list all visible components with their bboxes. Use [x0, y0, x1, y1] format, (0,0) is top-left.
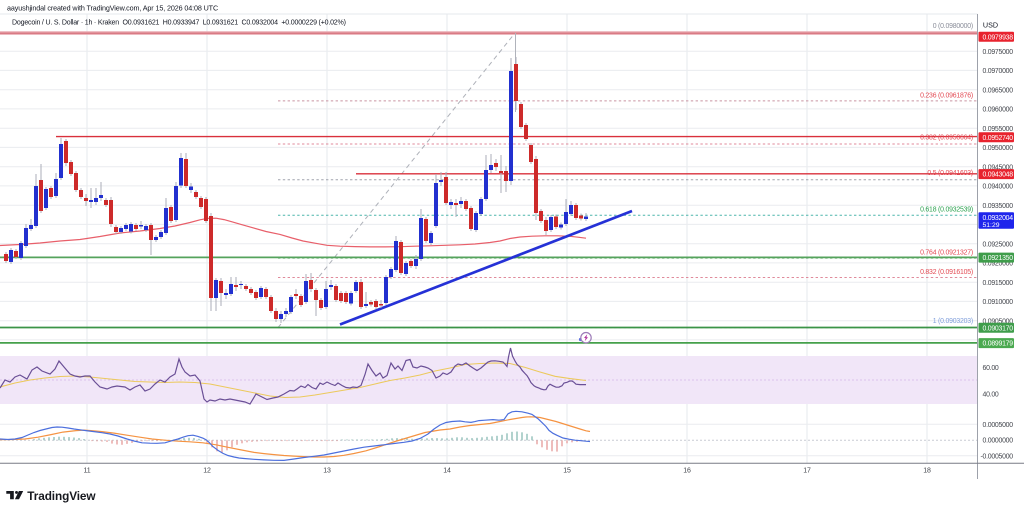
svg-text:Dogecoin / U. S. Dollar · 1h ·: Dogecoin / U. S. Dollar · 1h · Kraken O0…: [12, 19, 346, 26]
svg-text:0.0952740: 0.0952740: [983, 135, 1014, 142]
svg-text:0.0950000: 0.0950000: [983, 145, 1014, 152]
svg-text:0 (0.0980000): 0 (0.0980000): [933, 23, 973, 30]
svg-text:0.0921350: 0.0921350: [983, 255, 1014, 262]
svg-text:0.0920000: 0.0920000: [983, 261, 1014, 268]
svg-text:0.0932004: 0.0932004: [983, 215, 1014, 222]
svg-text:13: 13: [323, 468, 331, 475]
svg-text:18: 18: [923, 468, 931, 475]
svg-text:0.832 (0.0916105): 0.832 (0.0916105): [920, 269, 973, 276]
svg-text:0.382 (0.0950664): 0.382 (0.0950664): [920, 135, 973, 142]
svg-text:0.236 (0.0961876): 0.236 (0.0961876): [920, 93, 973, 100]
svg-text:0.0000000: 0.0000000: [983, 438, 1014, 445]
svg-text:0.0970000: 0.0970000: [983, 68, 1014, 75]
svg-text:USD: USD: [983, 20, 998, 29]
svg-text:0.0960000: 0.0960000: [983, 107, 1014, 114]
svg-text:0.5 (0.0941603): 0.5 (0.0941603): [927, 170, 973, 177]
svg-text:0.0925000: 0.0925000: [983, 241, 1014, 248]
svg-text:TradingView: TradingView: [27, 489, 96, 503]
svg-text:40.00: 40.00: [983, 392, 999, 399]
svg-text:1 (0.0903203): 1 (0.0903203): [933, 318, 973, 325]
svg-text:0.764 (0.0921327): 0.764 (0.0921327): [920, 249, 973, 256]
svg-text:0.0979938: 0.0979938: [983, 34, 1014, 41]
svg-text:0.0975000: 0.0975000: [983, 49, 1014, 56]
svg-text:0.0955000: 0.0955000: [983, 126, 1014, 133]
svg-text:0.0905000: 0.0905000: [983, 318, 1014, 325]
svg-text:0.0940000: 0.0940000: [983, 184, 1014, 191]
svg-text:11: 11: [83, 468, 90, 475]
svg-text:16: 16: [683, 468, 691, 475]
svg-text:0.0915000: 0.0915000: [983, 280, 1014, 287]
svg-text:14: 14: [443, 468, 451, 475]
svg-text:0.0899179: 0.0899179: [983, 341, 1014, 348]
svg-text:0.0903170: 0.0903170: [983, 325, 1014, 332]
svg-text:0.0935000: 0.0935000: [983, 203, 1014, 210]
svg-text:60.00: 60.00: [983, 365, 999, 372]
svg-text:0.0910000: 0.0910000: [983, 299, 1014, 306]
svg-text:0.618 (0.0932539): 0.618 (0.0932539): [920, 206, 973, 213]
svg-text:12: 12: [203, 468, 211, 475]
svg-text:51:29: 51:29: [983, 222, 1000, 229]
svg-text:0.0943048: 0.0943048: [983, 172, 1014, 179]
svg-text:15: 15: [563, 468, 571, 475]
svg-text:aayushjindal created with Trad: aayushjindal created with TradingView.co…: [7, 4, 218, 13]
svg-text:0.0965000: 0.0965000: [983, 87, 1014, 94]
svg-text:0.0005000: 0.0005000: [983, 422, 1014, 429]
svg-text:17: 17: [803, 468, 811, 475]
svg-text:-0.0005000: -0.0005000: [981, 453, 1014, 460]
svg-text:0.0945000: 0.0945000: [983, 164, 1014, 171]
